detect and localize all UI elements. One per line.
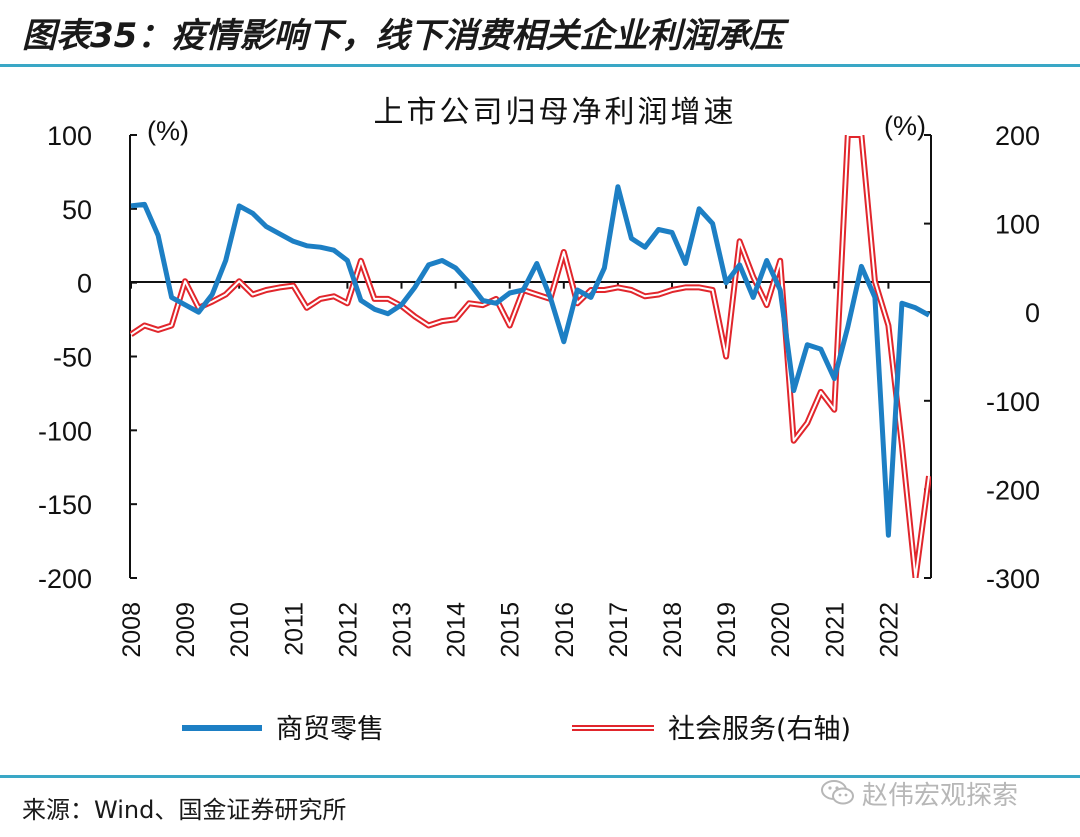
source-note: 来源：Wind、国金证券研究所 (22, 796, 347, 824)
series-layer (130, 135, 931, 578)
top-divider (0, 64, 1080, 67)
x-tick-label-2020: 2020 (767, 602, 795, 658)
chart-title: 上市公司归母净利润增速 (374, 95, 737, 130)
left-axis-unit: (%) (147, 116, 189, 146)
right-axis-ticks: 200 100 0 -100 -200 -300 (924, 121, 1040, 594)
watermark-text: 赵伟宏观探索 (862, 780, 1019, 811)
bottom-divider (0, 775, 1080, 778)
right-tick-label-5: -300 (986, 564, 1040, 594)
x-tick-label-2014: 2014 (443, 602, 471, 658)
left-tick-label-6: -200 (38, 564, 92, 594)
x-tick-label-2009: 2009 (172, 602, 200, 658)
x-tick-label-2016: 2016 (551, 602, 579, 658)
wechat-icon (821, 780, 854, 805)
right-tick-label-4: -200 (986, 475, 1040, 505)
x-tick-label-2012: 2012 (334, 602, 362, 658)
left-tick-label-0: 100 (47, 121, 92, 151)
x-tick-label-2019: 2019 (713, 602, 741, 658)
right-tick-label-1: 100 (995, 210, 1040, 240)
right-tick-label-0: 200 (995, 121, 1040, 151)
left-tick-label-5: -150 (38, 490, 92, 520)
x-tick-label-2018: 2018 (659, 602, 687, 658)
x-tick-label-2010: 2010 (226, 602, 254, 658)
left-tick-label-2: 0 (77, 269, 92, 299)
right-axis-unit: (%) (884, 111, 926, 141)
legend-label-services: 社会服务(右轴) (668, 714, 851, 745)
x-tick-label-2017: 2017 (605, 602, 633, 658)
right-tick-label-2: 0 (1025, 298, 1040, 328)
left-tick-label-4: -100 (38, 416, 92, 446)
x-tick-label-2022: 2022 (875, 602, 903, 658)
x-axis-ticks: 2008 2009 2010 2011 2012 2013 2014 2015 2016 2017… (118, 282, 903, 658)
x-tick-label-2015: 2015 (497, 602, 525, 658)
left-tick-label-3: -50 (53, 343, 92, 373)
left-axis-ticks: 100 50 0 -50 -100 -150 -200 (38, 121, 137, 594)
x-tick-label-2013: 2013 (389, 602, 417, 658)
series-line-retail (130, 184, 931, 538)
x-tick-label-2021: 2021 (821, 602, 849, 658)
series-line-services-inner (130, 135, 930, 578)
x-tick-label-2008: 2008 (118, 602, 146, 658)
left-tick-label-1: 50 (62, 195, 92, 225)
legend-label-retail: 商贸零售 (276, 714, 384, 745)
x-tick-label-2011: 2011 (280, 602, 308, 656)
right-tick-label-3: -100 (986, 387, 1040, 417)
watermark: 赵伟宏观探索 (820, 770, 1060, 816)
series-line-services-outer (130, 135, 931, 578)
legend: 商贸零售 社会服务(右轴) (182, 714, 851, 745)
figure-title: 图表35：疫情影响下，线下消费相关企业利润承压 (22, 16, 784, 56)
profit-growth-chart: 上市公司归母净利润增速 (%) (%) 100 50 0 -50 -100 -150 -20… (38, 95, 1040, 745)
